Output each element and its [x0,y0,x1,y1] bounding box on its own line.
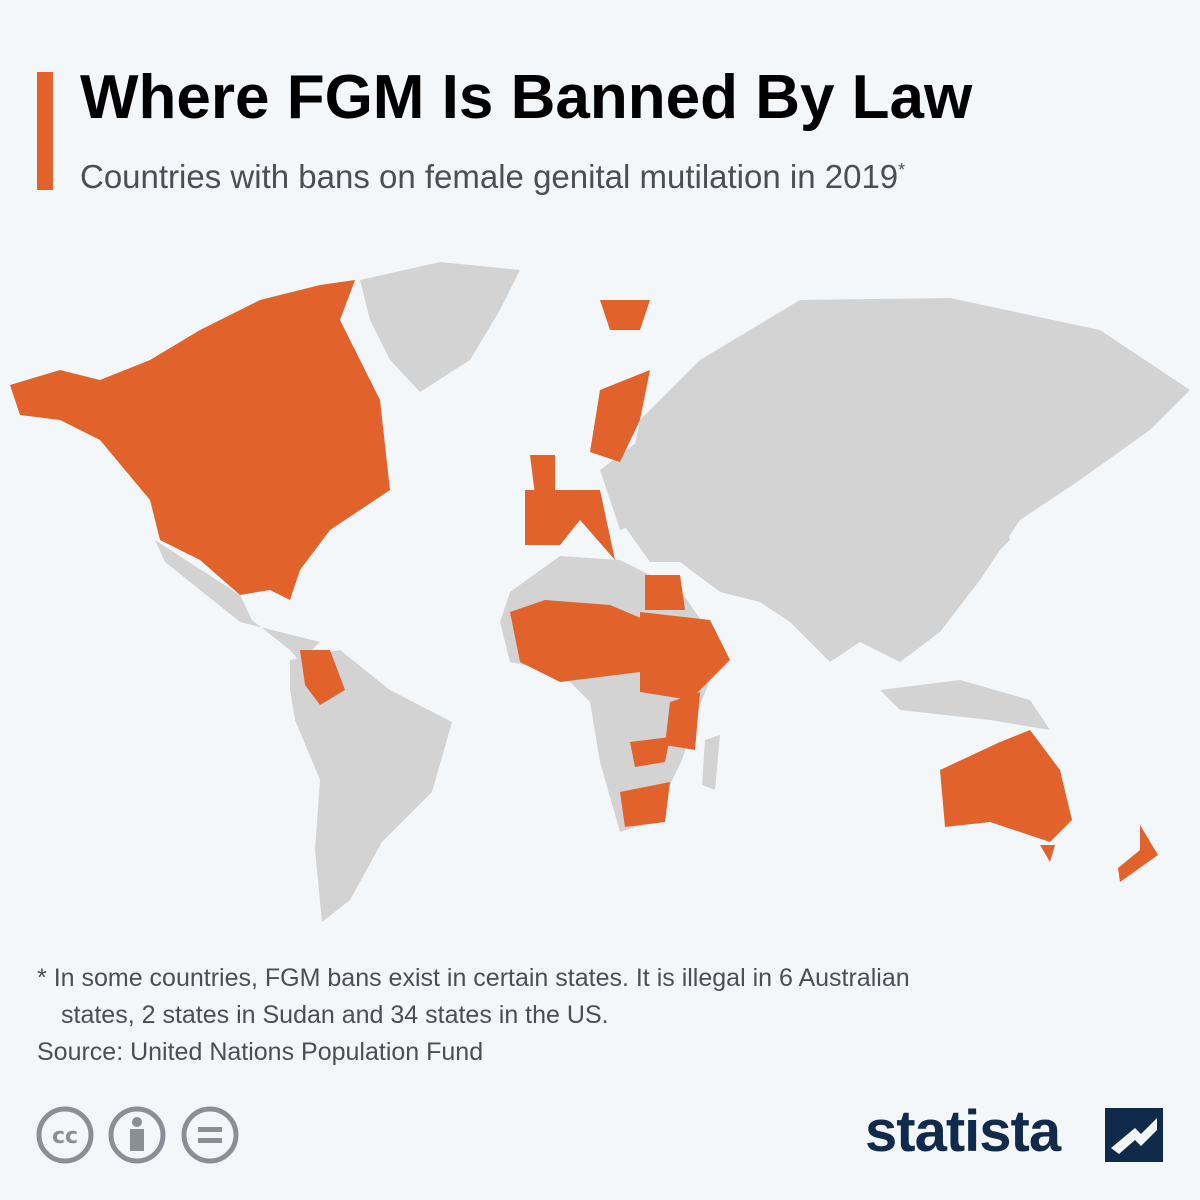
footnote-marker: * [37,964,47,992]
footnote: * In some countries, FGM bans exist in c… [37,960,910,1071]
subtitle-text: Countries with bans on female genital mu… [80,158,899,195]
countries-banned [10,280,1158,882]
title: Where FGM Is Banned By Law [80,63,973,132]
source: Source: United Nations Population Fund [37,1038,484,1066]
footnote-text: states, 2 states in Sudan and 34 states … [61,1001,609,1029]
footnote-line: * In some countries, FGM bans exist in c… [37,960,910,997]
world-map [10,262,1190,922]
countries-unbanned [155,262,1190,922]
subtitle: Countries with bans on female genital mu… [80,158,905,196]
footnote-text: In some countries, FGM bans exist in cer… [53,964,910,992]
brand-icon [1105,1108,1163,1162]
svg-text:cc: cc [52,1124,78,1149]
subtitle-mark: * [898,160,906,180]
brand-logo[interactable]: statista [865,1099,1061,1164]
license-icons: cc [36,1106,239,1164]
accent-bar [37,72,53,190]
